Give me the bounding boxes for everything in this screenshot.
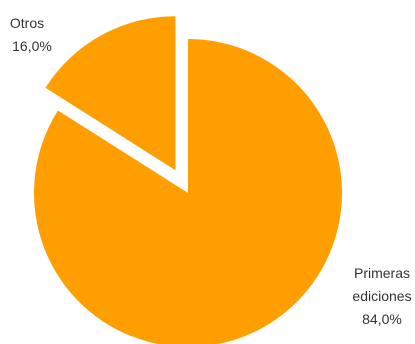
pie-slices <box>34 16 342 344</box>
slice-otros <box>45 16 176 171</box>
label-primeras-ediciones-line2: ediciones <box>352 288 411 304</box>
label-primeras-ediciones-line1: Primeras <box>354 265 410 281</box>
label-primeras-ediciones-value: 84,0% <box>362 311 402 327</box>
slice-primeras-ediciones <box>34 39 342 344</box>
label-primeras-ediciones: Primeras ediciones 84,0% <box>352 265 411 327</box>
label-otros-line1: Otros <box>10 15 44 31</box>
label-otros-value: 16,0% <box>12 38 52 54</box>
label-otros: Otros 16,0% <box>10 15 52 54</box>
